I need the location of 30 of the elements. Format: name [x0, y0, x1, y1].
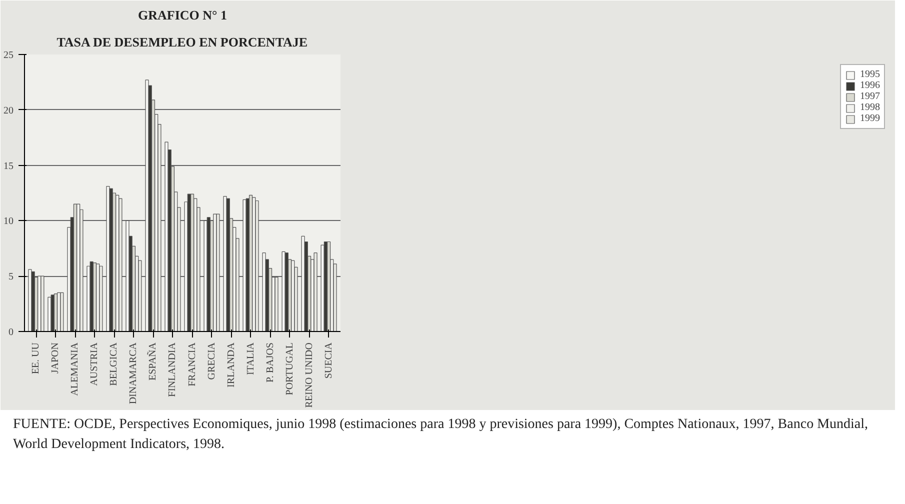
chart-title: GRAFICO N° 1: [138, 8, 227, 22]
source-note: FUENTE: OCDE, Perspectives Economiques, junio 1998 (estimaciones para 1998 y previsiones para 1999), Comptes Nationaux, 1997, Banco Mundial, World Development Indicators, 1998.: [13, 416, 870, 454]
x-tick-label: GRECIA: [206, 342, 218, 380]
x-tick-label: FRANCIA: [186, 342, 198, 386]
legend-label: 1999: [860, 113, 880, 124]
legend-label: 1995: [860, 69, 880, 80]
chart-subtitle: TASA DE DESEMPLEO EN PORCENTAJE: [56, 34, 308, 50]
x-tick-label: DINAMARCA: [128, 342, 140, 404]
legend-label: 1996: [860, 80, 880, 91]
y-tick-label: 0: [8, 327, 14, 338]
x-tick-label: REINO UNIDO: [304, 342, 315, 408]
y-tick-label: 20: [4, 105, 14, 116]
x-tick-label: ESPAÑA: [146, 342, 159, 380]
x-tick-label: PORTUGAL: [284, 342, 296, 396]
y-tick-label: 15: [4, 160, 14, 172]
x-tick-label: EE. UU: [30, 342, 42, 374]
y-tick-label: 10: [4, 216, 14, 228]
x-tick-label: ALEMANIA: [70, 342, 81, 396]
x-tick-label: AUSTRIA: [89, 342, 100, 386]
legend-label: 1998: [860, 102, 880, 113]
x-tick-label: FINLANDIA: [167, 342, 178, 397]
x-tick-label: IRLANDA: [226, 342, 237, 388]
x-tick-label: ITALIA: [245, 342, 256, 376]
x-tick-label: BELGICA: [108, 342, 120, 386]
y-tick-label: 5: [8, 272, 14, 283]
legend-label: 1997: [860, 91, 880, 102]
x-tick-label: P. BAJOS: [264, 342, 276, 383]
y-tick-label: 25: [4, 50, 14, 61]
x-tick-label: SUECIA: [323, 342, 334, 379]
x-tick-label: JAPON: [50, 342, 62, 374]
